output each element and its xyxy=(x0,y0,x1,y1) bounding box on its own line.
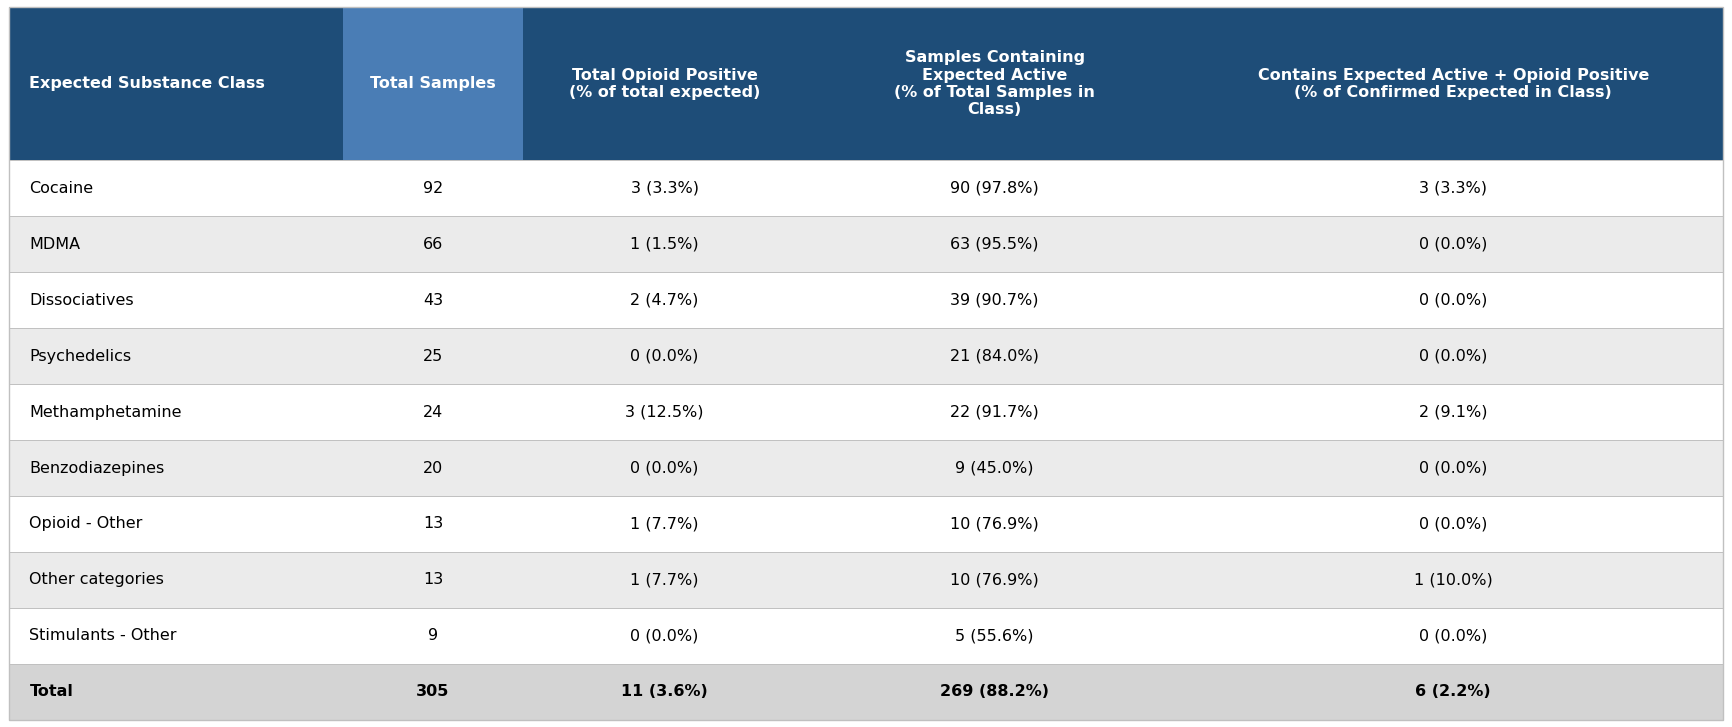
Text: 11 (3.6%): 11 (3.6%) xyxy=(622,684,708,699)
Bar xyxy=(9,384,1723,440)
Text: 0 (0.0%): 0 (0.0%) xyxy=(1419,349,1488,364)
Text: 0 (0.0%): 0 (0.0%) xyxy=(1419,628,1488,643)
Text: Dissociatives: Dissociatives xyxy=(29,293,133,308)
Text: 3 (3.3%): 3 (3.3%) xyxy=(630,181,698,196)
Text: Expected Substance Class: Expected Substance Class xyxy=(29,76,265,92)
Text: 0 (0.0%): 0 (0.0%) xyxy=(630,460,698,475)
Text: Benzodiazepines: Benzodiazepines xyxy=(29,460,165,475)
Text: 92: 92 xyxy=(423,181,443,196)
Text: 20: 20 xyxy=(423,460,443,475)
Bar xyxy=(1183,7,1723,161)
Text: 24: 24 xyxy=(423,405,443,419)
Bar xyxy=(9,440,1723,496)
Text: 10 (76.9%): 10 (76.9%) xyxy=(951,572,1039,587)
Text: Opioid - Other: Opioid - Other xyxy=(29,516,142,531)
Text: Cocaine: Cocaine xyxy=(29,181,94,196)
Bar xyxy=(9,161,1723,217)
Bar xyxy=(9,608,1723,664)
Text: 63 (95.5%): 63 (95.5%) xyxy=(951,237,1039,252)
Bar xyxy=(805,7,1183,161)
Text: 13: 13 xyxy=(423,516,443,531)
Text: 9: 9 xyxy=(428,628,438,643)
Text: 0 (0.0%): 0 (0.0%) xyxy=(630,628,698,643)
Text: 0 (0.0%): 0 (0.0%) xyxy=(1419,516,1488,531)
Text: 1 (7.7%): 1 (7.7%) xyxy=(630,572,698,587)
Text: Samples Containing
Expected Active
(% of Total Samples in
Class): Samples Containing Expected Active (% of… xyxy=(894,50,1095,118)
Text: Total Opioid Positive
(% of total expected): Total Opioid Positive (% of total expect… xyxy=(568,68,760,100)
Text: 0 (0.0%): 0 (0.0%) xyxy=(1419,293,1488,308)
Text: 10 (76.9%): 10 (76.9%) xyxy=(951,516,1039,531)
Text: 2 (9.1%): 2 (9.1%) xyxy=(1419,405,1488,419)
Text: 22 (91.7%): 22 (91.7%) xyxy=(951,405,1039,419)
Bar xyxy=(9,552,1723,608)
Text: 0 (0.0%): 0 (0.0%) xyxy=(1419,460,1488,475)
Bar xyxy=(9,664,1723,720)
Text: 9 (45.0%): 9 (45.0%) xyxy=(956,460,1034,475)
Text: 305: 305 xyxy=(416,684,450,699)
Text: Psychedelics: Psychedelics xyxy=(29,349,132,364)
Text: 2 (4.7%): 2 (4.7%) xyxy=(630,293,698,308)
Text: Total: Total xyxy=(29,684,73,699)
Text: 1 (7.7%): 1 (7.7%) xyxy=(630,516,698,531)
Bar xyxy=(9,496,1723,552)
Bar xyxy=(343,7,523,161)
Bar xyxy=(9,217,1723,273)
Text: Other categories: Other categories xyxy=(29,572,165,587)
Text: 269 (88.2%): 269 (88.2%) xyxy=(940,684,1050,699)
Text: 1 (1.5%): 1 (1.5%) xyxy=(630,237,698,252)
Text: 66: 66 xyxy=(423,237,443,252)
Text: Stimulants - Other: Stimulants - Other xyxy=(29,628,177,643)
Text: 6 (2.2%): 6 (2.2%) xyxy=(1415,684,1491,699)
Bar xyxy=(9,273,1723,328)
Text: 43: 43 xyxy=(423,293,443,308)
Text: 13: 13 xyxy=(423,572,443,587)
Text: 5 (55.6%): 5 (55.6%) xyxy=(956,628,1034,643)
Text: 39 (90.7%): 39 (90.7%) xyxy=(951,293,1039,308)
Text: 0 (0.0%): 0 (0.0%) xyxy=(1419,237,1488,252)
Text: 0 (0.0%): 0 (0.0%) xyxy=(630,349,698,364)
Text: 3 (3.3%): 3 (3.3%) xyxy=(1419,181,1488,196)
Text: Total Samples: Total Samples xyxy=(371,76,495,92)
Text: 3 (12.5%): 3 (12.5%) xyxy=(625,405,703,419)
Text: 90 (97.8%): 90 (97.8%) xyxy=(951,181,1039,196)
Text: 1 (10.0%): 1 (10.0%) xyxy=(1413,572,1493,587)
Text: 21 (84.0%): 21 (84.0%) xyxy=(951,349,1039,364)
Bar xyxy=(9,328,1723,384)
Text: MDMA: MDMA xyxy=(29,237,81,252)
Text: 25: 25 xyxy=(423,349,443,364)
Text: Methamphetamine: Methamphetamine xyxy=(29,405,182,419)
Bar xyxy=(523,7,805,161)
Text: Contains Expected Active + Opioid Positive
(% of Confirmed Expected in Class): Contains Expected Active + Opioid Positi… xyxy=(1257,68,1649,100)
Bar xyxy=(9,7,343,161)
